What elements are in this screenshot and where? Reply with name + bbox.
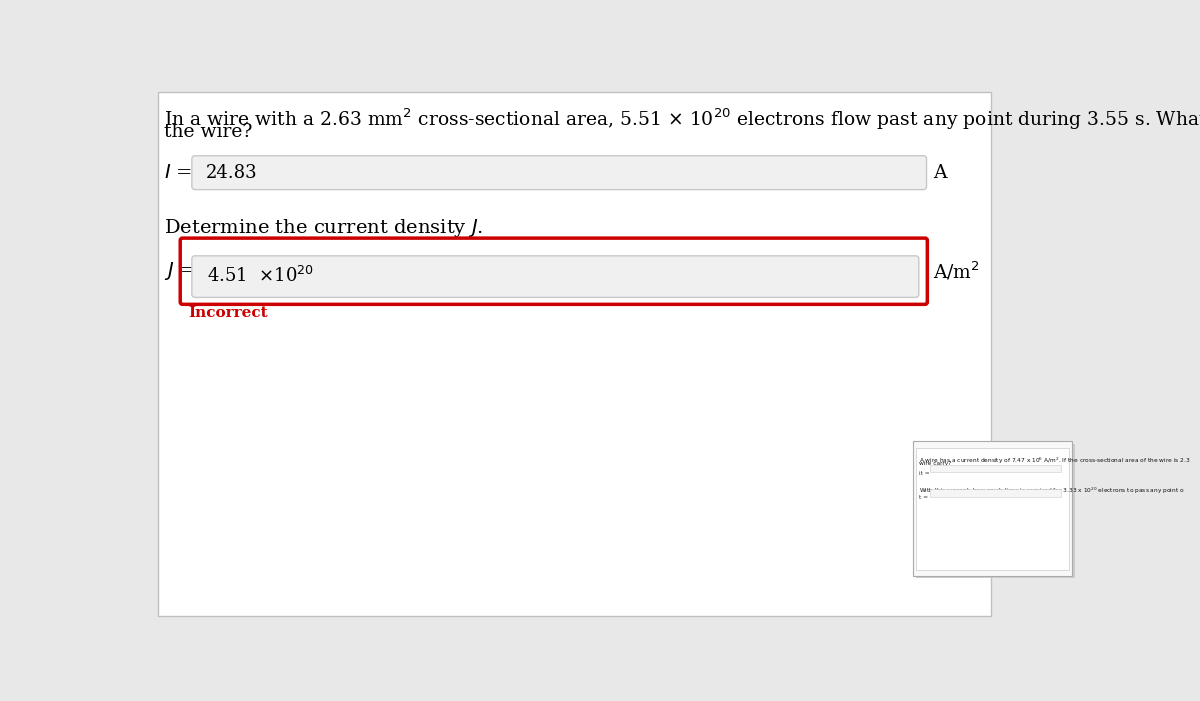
Bar <box>930 465 1062 472</box>
Text: 24.83: 24.83 <box>206 163 258 182</box>
Text: A/m$^2$: A/m$^2$ <box>932 260 980 283</box>
Text: With this current, how much time is required for 3.33 x 10$^{20}$ electrons to p: With this current, how much time is requ… <box>919 486 1184 496</box>
Text: A: A <box>932 163 947 182</box>
Bar <box>157 92 991 616</box>
Bar <box>930 489 1062 497</box>
Text: it =: it = <box>919 470 930 476</box>
Text: $I$ =: $I$ = <box>164 165 192 182</box>
Text: $J$ =: $J$ = <box>164 260 196 283</box>
Text: t =: t = <box>919 496 928 501</box>
Bar <box>913 442 1073 576</box>
Text: In a wire with a 2.63 mm$^2$ cross-sectional area, 5.51 $\times$ 10$^{20}$ elect: In a wire with a 2.63 mm$^2$ cross-secti… <box>164 107 1200 132</box>
Text: Determine the current density $J$.: Determine the current density $J$. <box>164 217 484 239</box>
FancyBboxPatch shape <box>180 238 928 304</box>
Text: 4.51  $\times$10$^{20}$: 4.51 $\times$10$^{20}$ <box>208 266 314 286</box>
Text: wire carry?: wire carry? <box>919 461 952 465</box>
Bar <box>916 444 1074 578</box>
Text: A wire has a current density of 7.47 x 10$^6$ A/m$^2$. If the cross-sectional ar: A wire has a current density of 7.47 x 1… <box>919 455 1190 465</box>
Bar <box>917 447 1069 570</box>
Text: the wire?: the wire? <box>164 123 252 142</box>
FancyBboxPatch shape <box>192 256 919 297</box>
FancyBboxPatch shape <box>192 156 926 189</box>
Text: Incorrect: Incorrect <box>188 306 269 320</box>
